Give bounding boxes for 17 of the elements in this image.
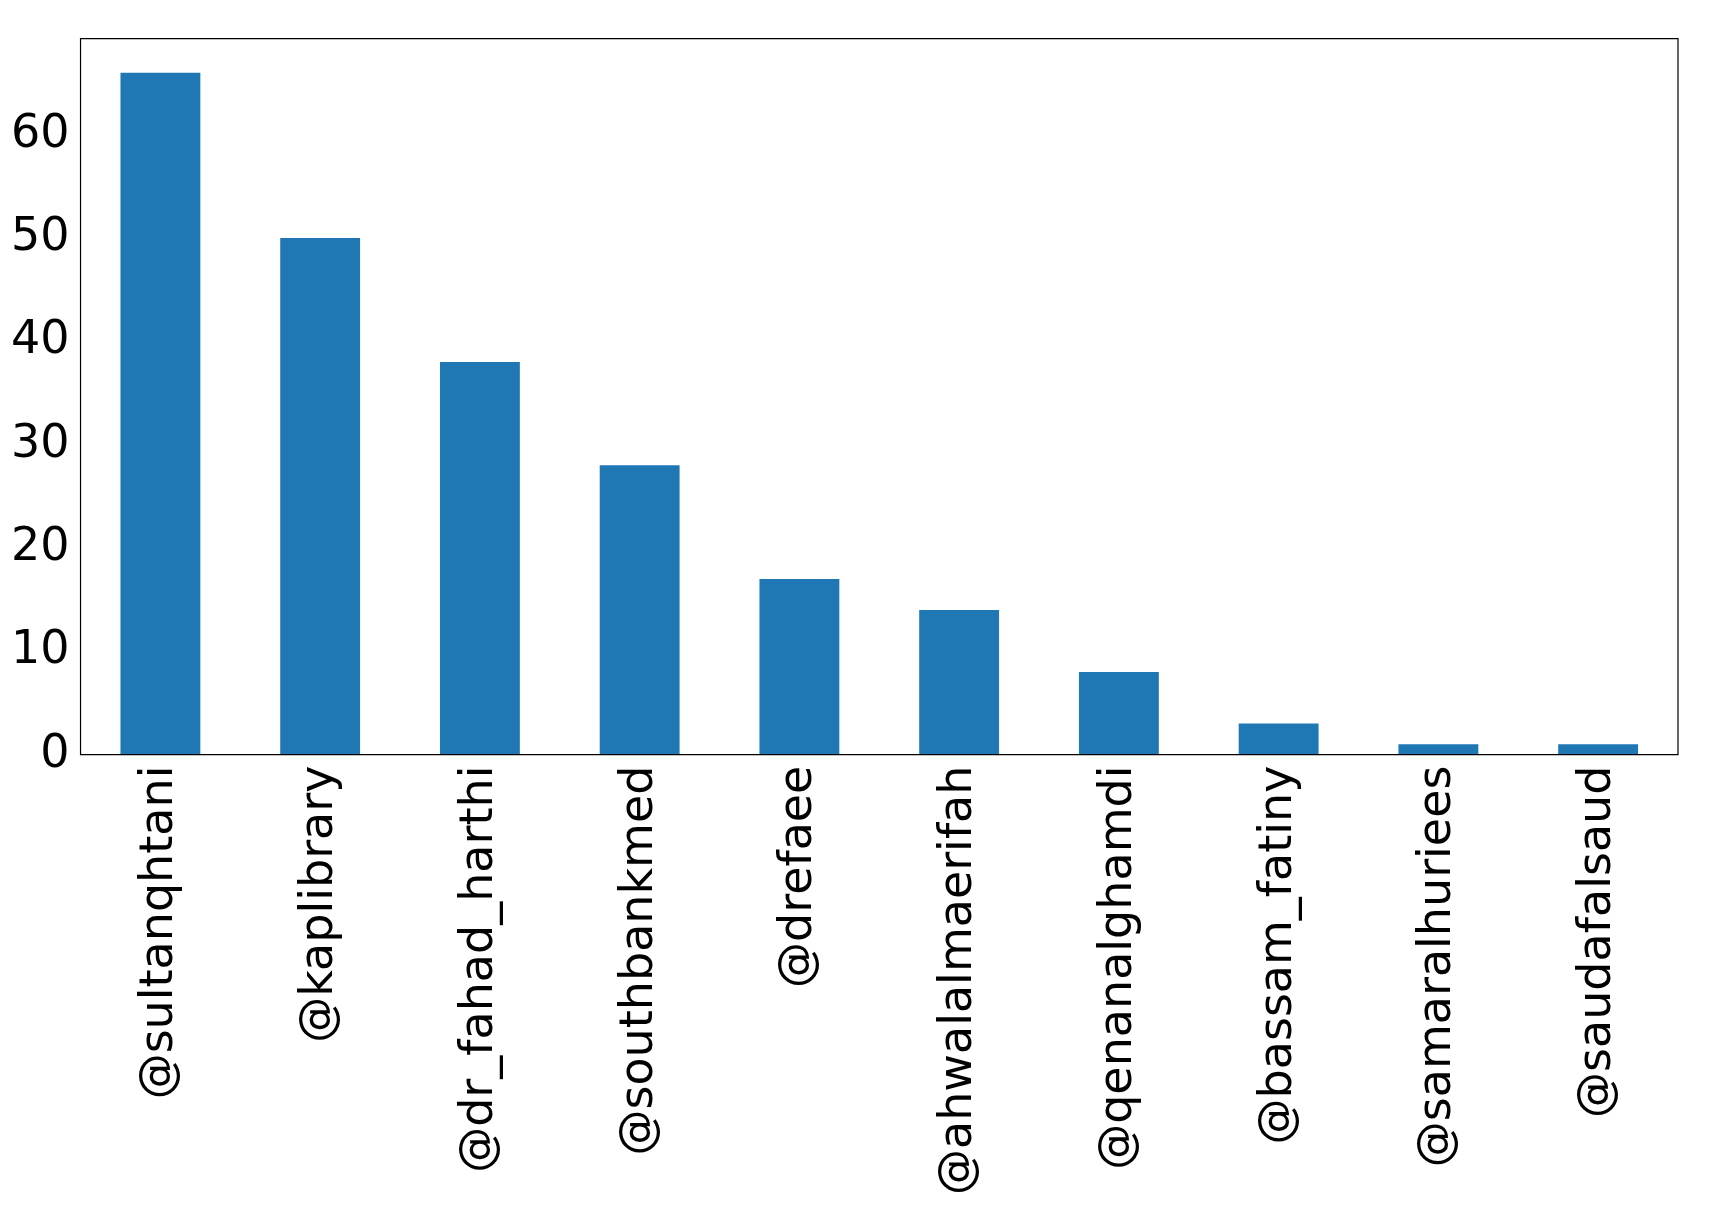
y-tick-label: 20 [10,516,70,571]
y-tick-label: 40 [10,310,70,365]
x-tick-label: @samaralhuriees [1407,765,1462,1168]
x-tick-label: @qenanalghamdi [1087,765,1142,1170]
y-tick-label: 60 [10,103,70,158]
x-tick-label: @drefaee [768,765,823,988]
x-tick-label: @dr_fahad_harthi [448,765,503,1173]
y-tick-label: 50 [10,206,70,261]
x-tick-label: @sultanqhtani [129,765,184,1100]
x-tick-label: @bassam_fatiny [1247,765,1302,1145]
x-tick-label: @southbankmed [608,765,663,1156]
y-tick-label: 10 [10,620,70,675]
y-tick-label: 30 [10,413,70,468]
x-tick-label: @kaplibrary [289,765,344,1043]
y-tick-label: 0 [40,723,70,778]
x-tick-label: @saudafalsaud [1567,765,1622,1118]
x-tick-label: @ahwalalmaerifah [928,765,983,1196]
